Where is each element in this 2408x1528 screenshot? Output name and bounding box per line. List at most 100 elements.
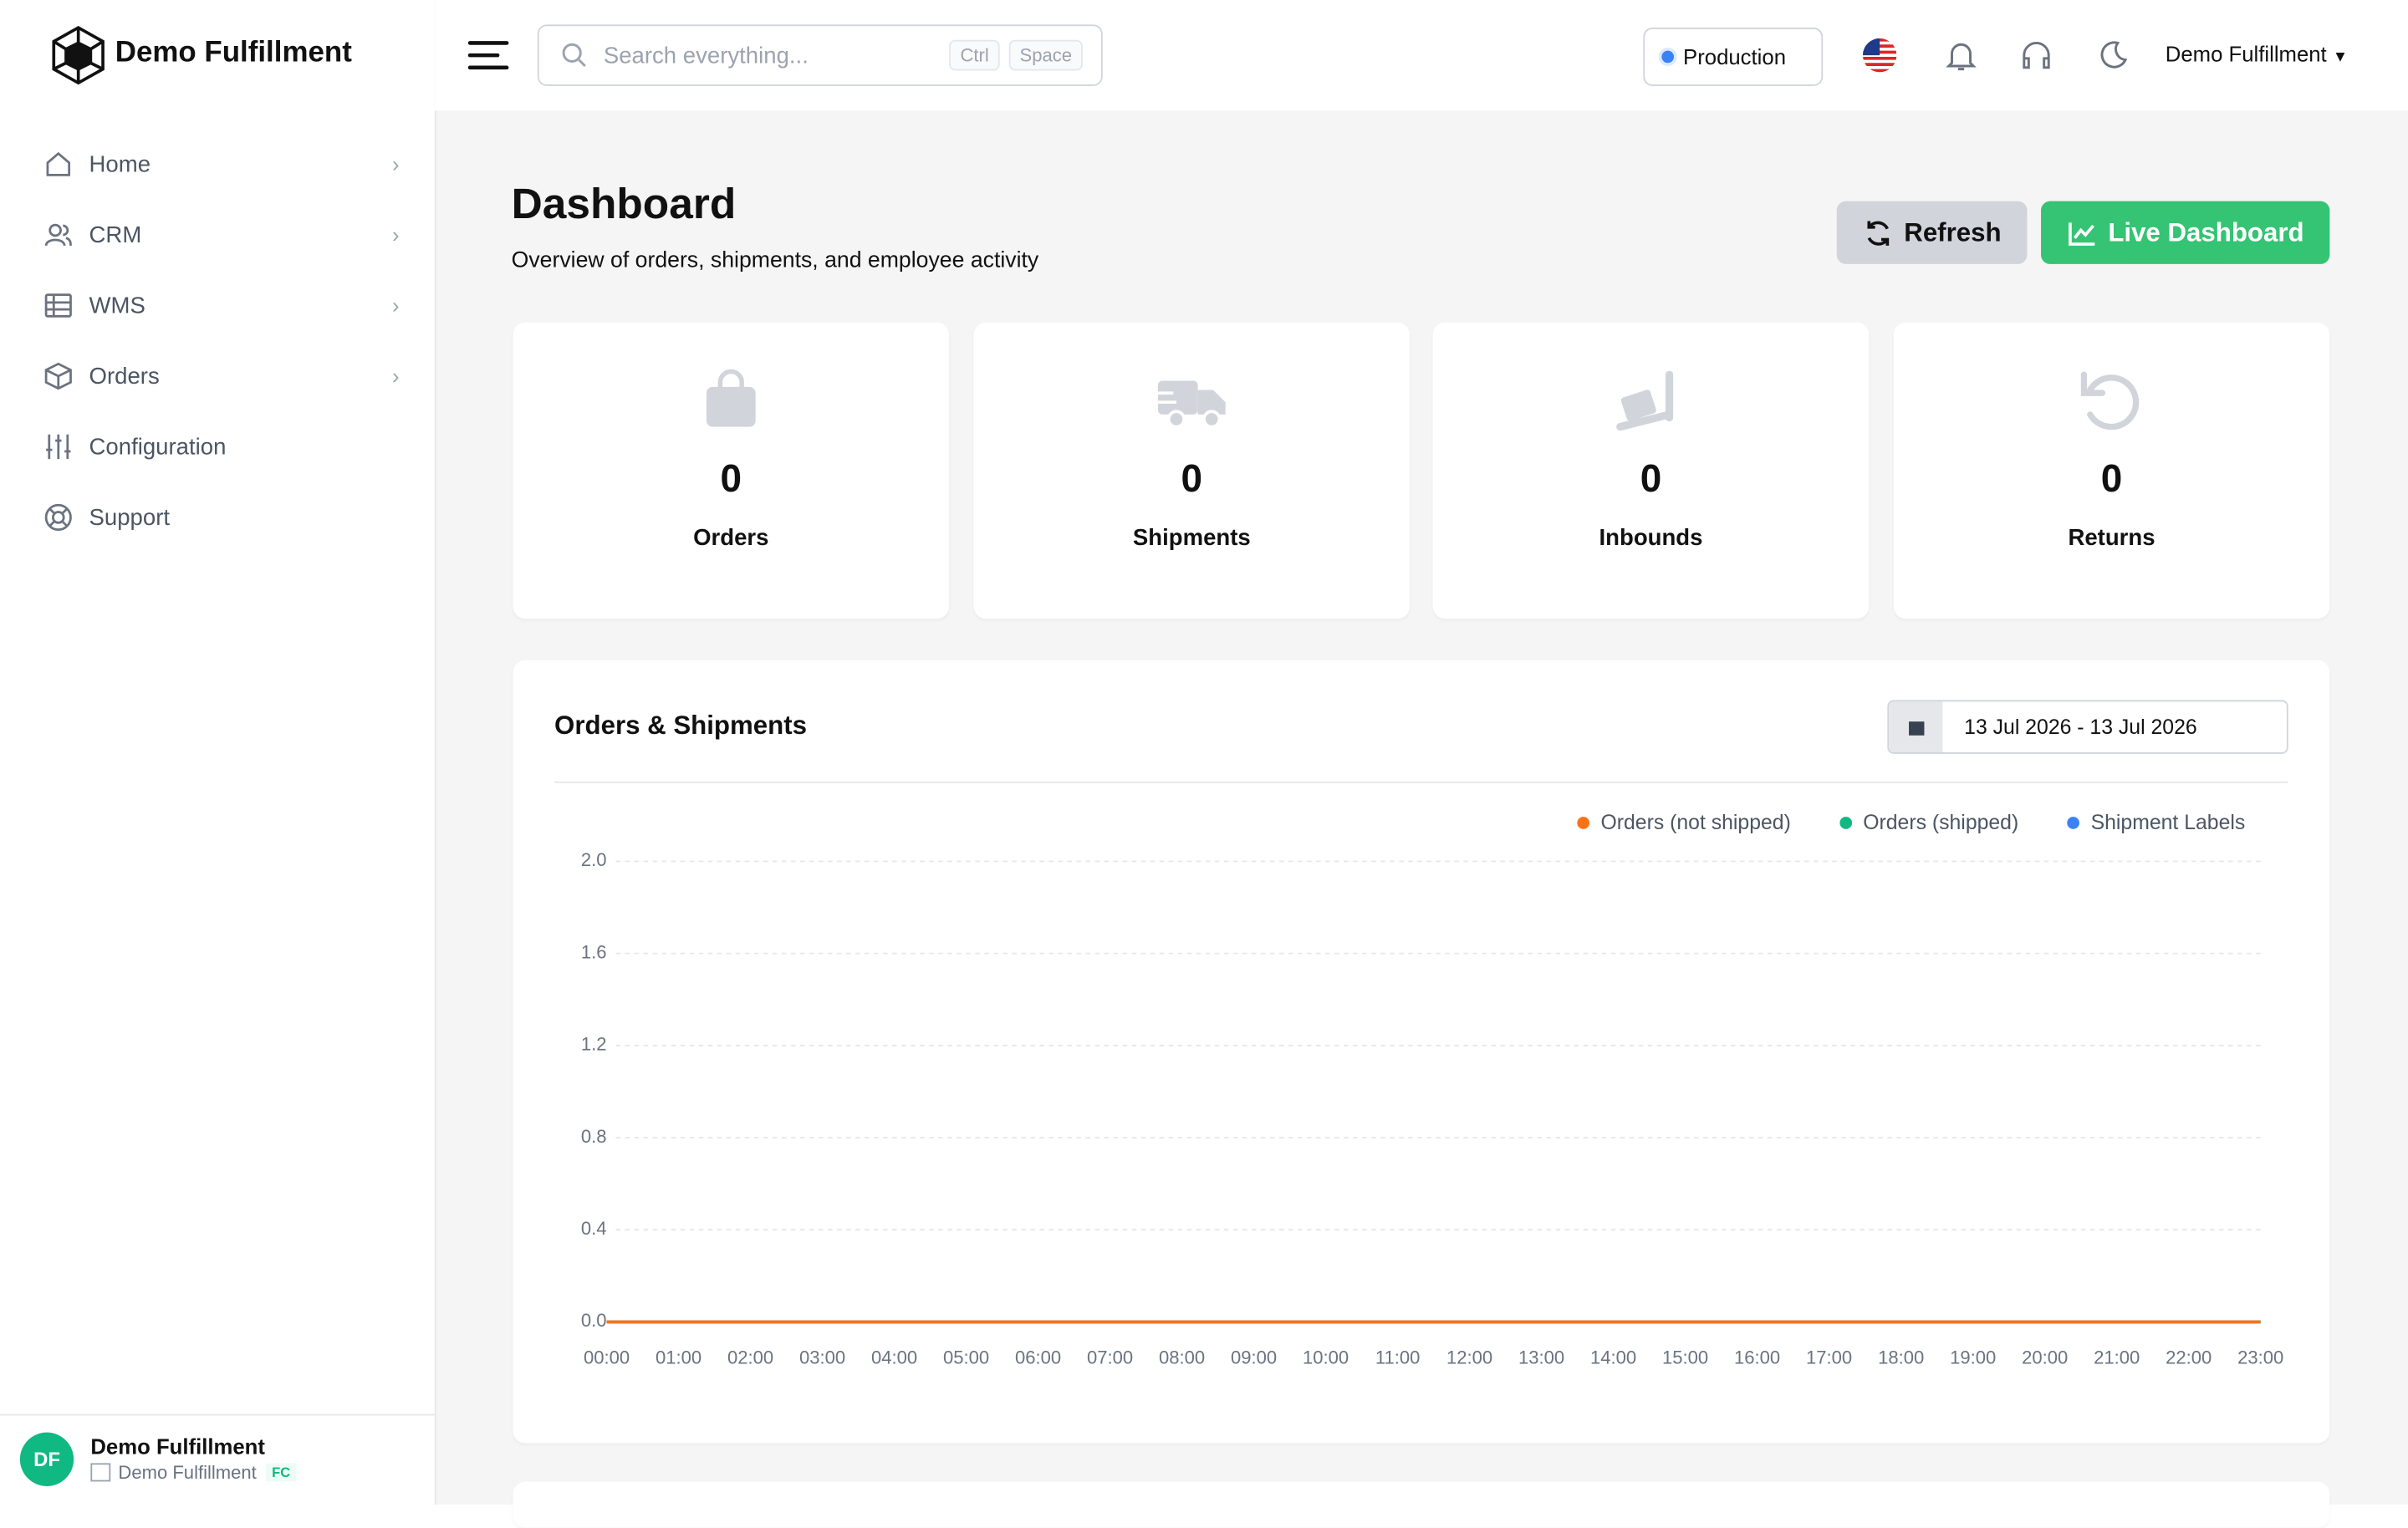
env-label: Production — [1683, 44, 1787, 69]
chevron: › — [391, 151, 400, 177]
icon — [2068, 222, 2094, 245]
legend-item[interactable]: Shipment Labels — [2068, 810, 2246, 834]
nav-item[interactable]: Support — [43, 494, 399, 540]
nav-item[interactable]: Home › — [43, 141, 400, 187]
account-menu[interactable]: Demo Fulfillment ▼ — [2165, 41, 2349, 66]
icon — [44, 223, 72, 247]
avatar: DF — [19, 1432, 74, 1486]
topbar: Search everything... Ctrl Space Productio… — [434, 0, 2408, 111]
x-tick-label: 15:00 — [1662, 1347, 1708, 1368]
x-tick-label: 13:00 — [1518, 1347, 1564, 1368]
x-tick-label: 00:00 — [584, 1347, 630, 1368]
icon — [44, 503, 72, 532]
x-tick-label: 03:00 — [799, 1347, 845, 1368]
button-label: Live Dashboard — [2108, 216, 2304, 247]
x-tick-label: 05:00 — [943, 1347, 989, 1368]
button-label: Refresh — [1904, 216, 2002, 247]
x-tick-label: 18:00 — [1878, 1347, 1924, 1368]
page-subtitle: Overview of orders, shipments, and emplo… — [511, 248, 1039, 273]
stat-card: 0 Shipments — [973, 322, 1411, 619]
icon — [46, 151, 71, 176]
chevron: › — [391, 364, 400, 389]
x-tick-label: 21:00 — [2094, 1347, 2140, 1368]
refresh-button[interactable]: Refresh — [1836, 201, 2028, 264]
x-tick-label: 17:00 — [1806, 1347, 1852, 1368]
notifications[interactable] — [1944, 38, 1977, 72]
legend-item[interactable]: Orders (shipped) — [1839, 810, 2019, 834]
y-tick-label: 0.0 — [581, 1310, 607, 1331]
x-tick-label: 07:00 — [1087, 1347, 1133, 1368]
divider — [0, 1413, 435, 1416]
account-name: Demo Fulfillment — [2165, 41, 2327, 66]
nav-item[interactable]: CRM › — [43, 211, 400, 257]
search-icon — [562, 43, 586, 68]
user-name: Demo Fulfillment — [90, 1434, 265, 1459]
nav-item[interactable]: WMS › — [43, 283, 400, 329]
divider — [554, 781, 2288, 783]
theme-toggle[interactable] — [2096, 38, 2130, 72]
nav-label: Orders — [89, 363, 160, 390]
stat-card: 0 Inbounds — [1432, 322, 1870, 619]
legend-swatch — [1839, 816, 1853, 828]
chevron: › — [391, 222, 400, 247]
icon — [46, 434, 71, 460]
stat-card: 0 Returns — [1893, 322, 2330, 619]
nav-label: CRM — [89, 222, 142, 248]
nav-item[interactable]: Orders › — [43, 353, 400, 399]
stat-label: Returns — [2068, 525, 2155, 552]
legend-label: Shipment Labels — [2090, 810, 2246, 834]
stat-label: Inbounds — [1599, 525, 1703, 552]
brand: Demo Fulfillment — [115, 37, 352, 69]
x-tick-label: 06:00 — [1015, 1347, 1061, 1368]
x-tick-label: 04:00 — [871, 1347, 917, 1368]
icon — [1616, 370, 1674, 431]
y-tick-label: 2.0 — [581, 849, 607, 870]
date-range: 13 Jul 2026 - 13 Jul 2026 — [1964, 715, 2197, 739]
stat-label: Shipments — [1132, 525, 1251, 552]
icon — [44, 293, 72, 318]
stat-value: 0 — [1181, 457, 1203, 501]
badge: FC — [265, 1463, 297, 1482]
nav-label: WMS — [89, 292, 145, 319]
x-tick-label: 23:00 — [2237, 1347, 2283, 1368]
x-tick-label: 12:00 — [1446, 1347, 1492, 1368]
chart: 0.0 0.4 0.8 1.2 1.6 2.0 00:00 01:00 02:00 03:00 04… — [581, 849, 2283, 1368]
x-tick-label: 01:00 — [656, 1347, 701, 1368]
nav-label: Home — [89, 150, 151, 178]
user-company: Demo Fulfillment FC — [90, 1462, 297, 1483]
icon — [2080, 371, 2140, 430]
nav-label: Support — [89, 504, 171, 531]
kbd: Ctrl — [949, 39, 1000, 71]
page-title: Dashboard — [511, 179, 737, 227]
legend-swatch — [1577, 816, 1590, 828]
kbd: Space — [1008, 39, 1083, 71]
support[interactable] — [2019, 38, 2053, 72]
x-tick-label: 14:00 — [1590, 1347, 1636, 1368]
x-tick-label: 19:00 — [1950, 1347, 1996, 1368]
legend-item[interactable]: Orders (not shipped) — [1577, 810, 1791, 834]
nav-item[interactable]: Configuration — [43, 424, 399, 470]
stat-value: 0 — [720, 457, 742, 501]
icon — [1155, 380, 1226, 429]
logo — [52, 25, 105, 85]
env-switch[interactable]: Production — [1643, 28, 1824, 86]
icon — [1867, 220, 1889, 245]
x-tick-label: 08:00 — [1159, 1347, 1205, 1368]
sidebar: Demo Fulfillment Home › CRM › WMS › Orders ›… — [0, 0, 436, 1505]
live-dashboard-button[interactable]: Live Dashboard — [2041, 201, 2330, 264]
stat-label: Orders — [693, 525, 769, 552]
legend-swatch — [2068, 816, 2080, 828]
y-tick-label: 1.6 — [581, 941, 607, 962]
x-tick-label: 11:00 — [1375, 1347, 1420, 1368]
stat-value: 0 — [2100, 457, 2123, 501]
x-tick-label: 09:00 — [1231, 1347, 1277, 1368]
legend-label: Orders (shipped) — [1863, 810, 2019, 834]
flag[interactable] — [1862, 38, 1897, 73]
search[interactable]: Search everything... Ctrl Space — [537, 24, 1103, 86]
y-tick-label: 0.4 — [581, 1218, 607, 1239]
legend-label: Orders (not shipped) — [1600, 810, 1791, 834]
date-range-picker[interactable]: 13 Jul 2026 - 13 Jul 2026 — [1887, 700, 2288, 754]
menu-toggle[interactable] — [467, 37, 509, 74]
stat-value: 0 — [1640, 457, 1662, 501]
card — [513, 1481, 2330, 1528]
